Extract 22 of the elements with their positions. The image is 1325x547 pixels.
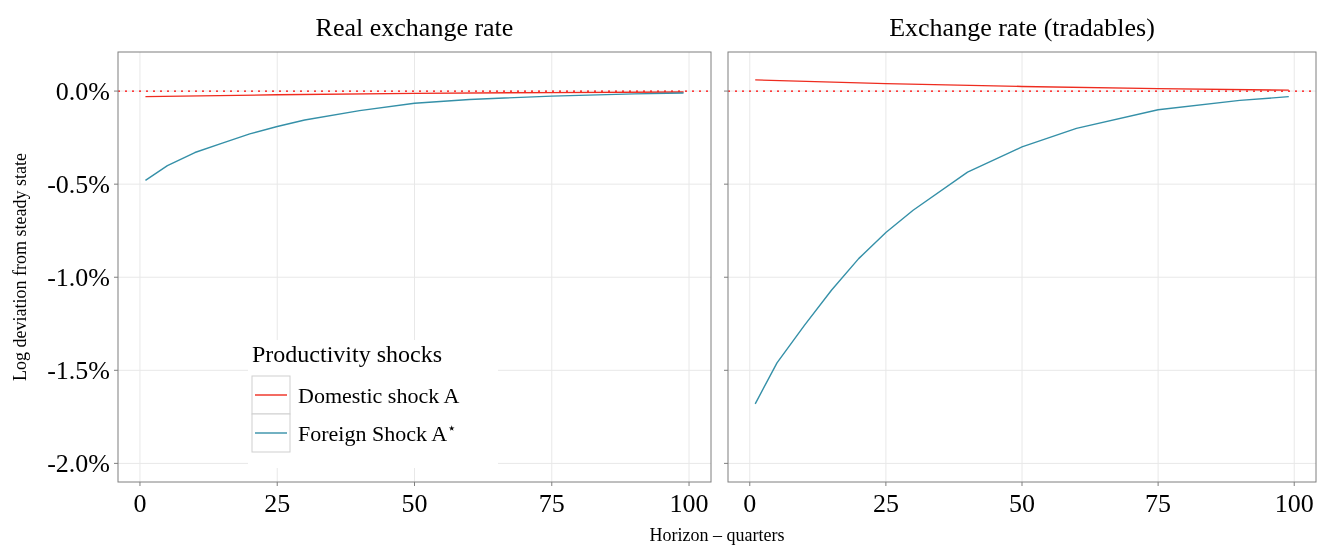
y-axis-title: Log deviation from steady state (10, 153, 30, 381)
x-tick-label: 25 (872, 489, 899, 518)
x-axis-title: Horizon – quarters (649, 525, 785, 545)
legend-label: Foreign Shock A$^{⋆}$ (298, 418, 457, 446)
y-tick-label: -1.0% (47, 263, 110, 293)
y-tick-label: -2.0% (47, 449, 110, 479)
x-tick-label: 100 (1274, 489, 1314, 518)
x-tick-label: 100 (669, 489, 709, 518)
x-tick-label: 50 (401, 489, 428, 518)
x-tick-label: 75 (538, 489, 565, 518)
y-tick-label: -0.5% (47, 170, 110, 200)
legend-title: Productivity shocks (252, 341, 442, 367)
y-tick-label: -1.5% (47, 356, 110, 386)
chart-title: Exchange rate (tradables) (889, 13, 1155, 42)
x-tick-label: 0 (743, 489, 757, 518)
x-tick-label: 25 (264, 489, 291, 518)
chart-title: Real exchange rate (315, 13, 514, 42)
y-tick-label: 0.0% (55, 77, 110, 107)
x-tick-label: 75 (1145, 489, 1172, 518)
x-tick-label: 50 (1009, 489, 1035, 518)
legend-label: Domestic shock A (298, 382, 460, 408)
x-tick-label: 0 (133, 489, 147, 518)
